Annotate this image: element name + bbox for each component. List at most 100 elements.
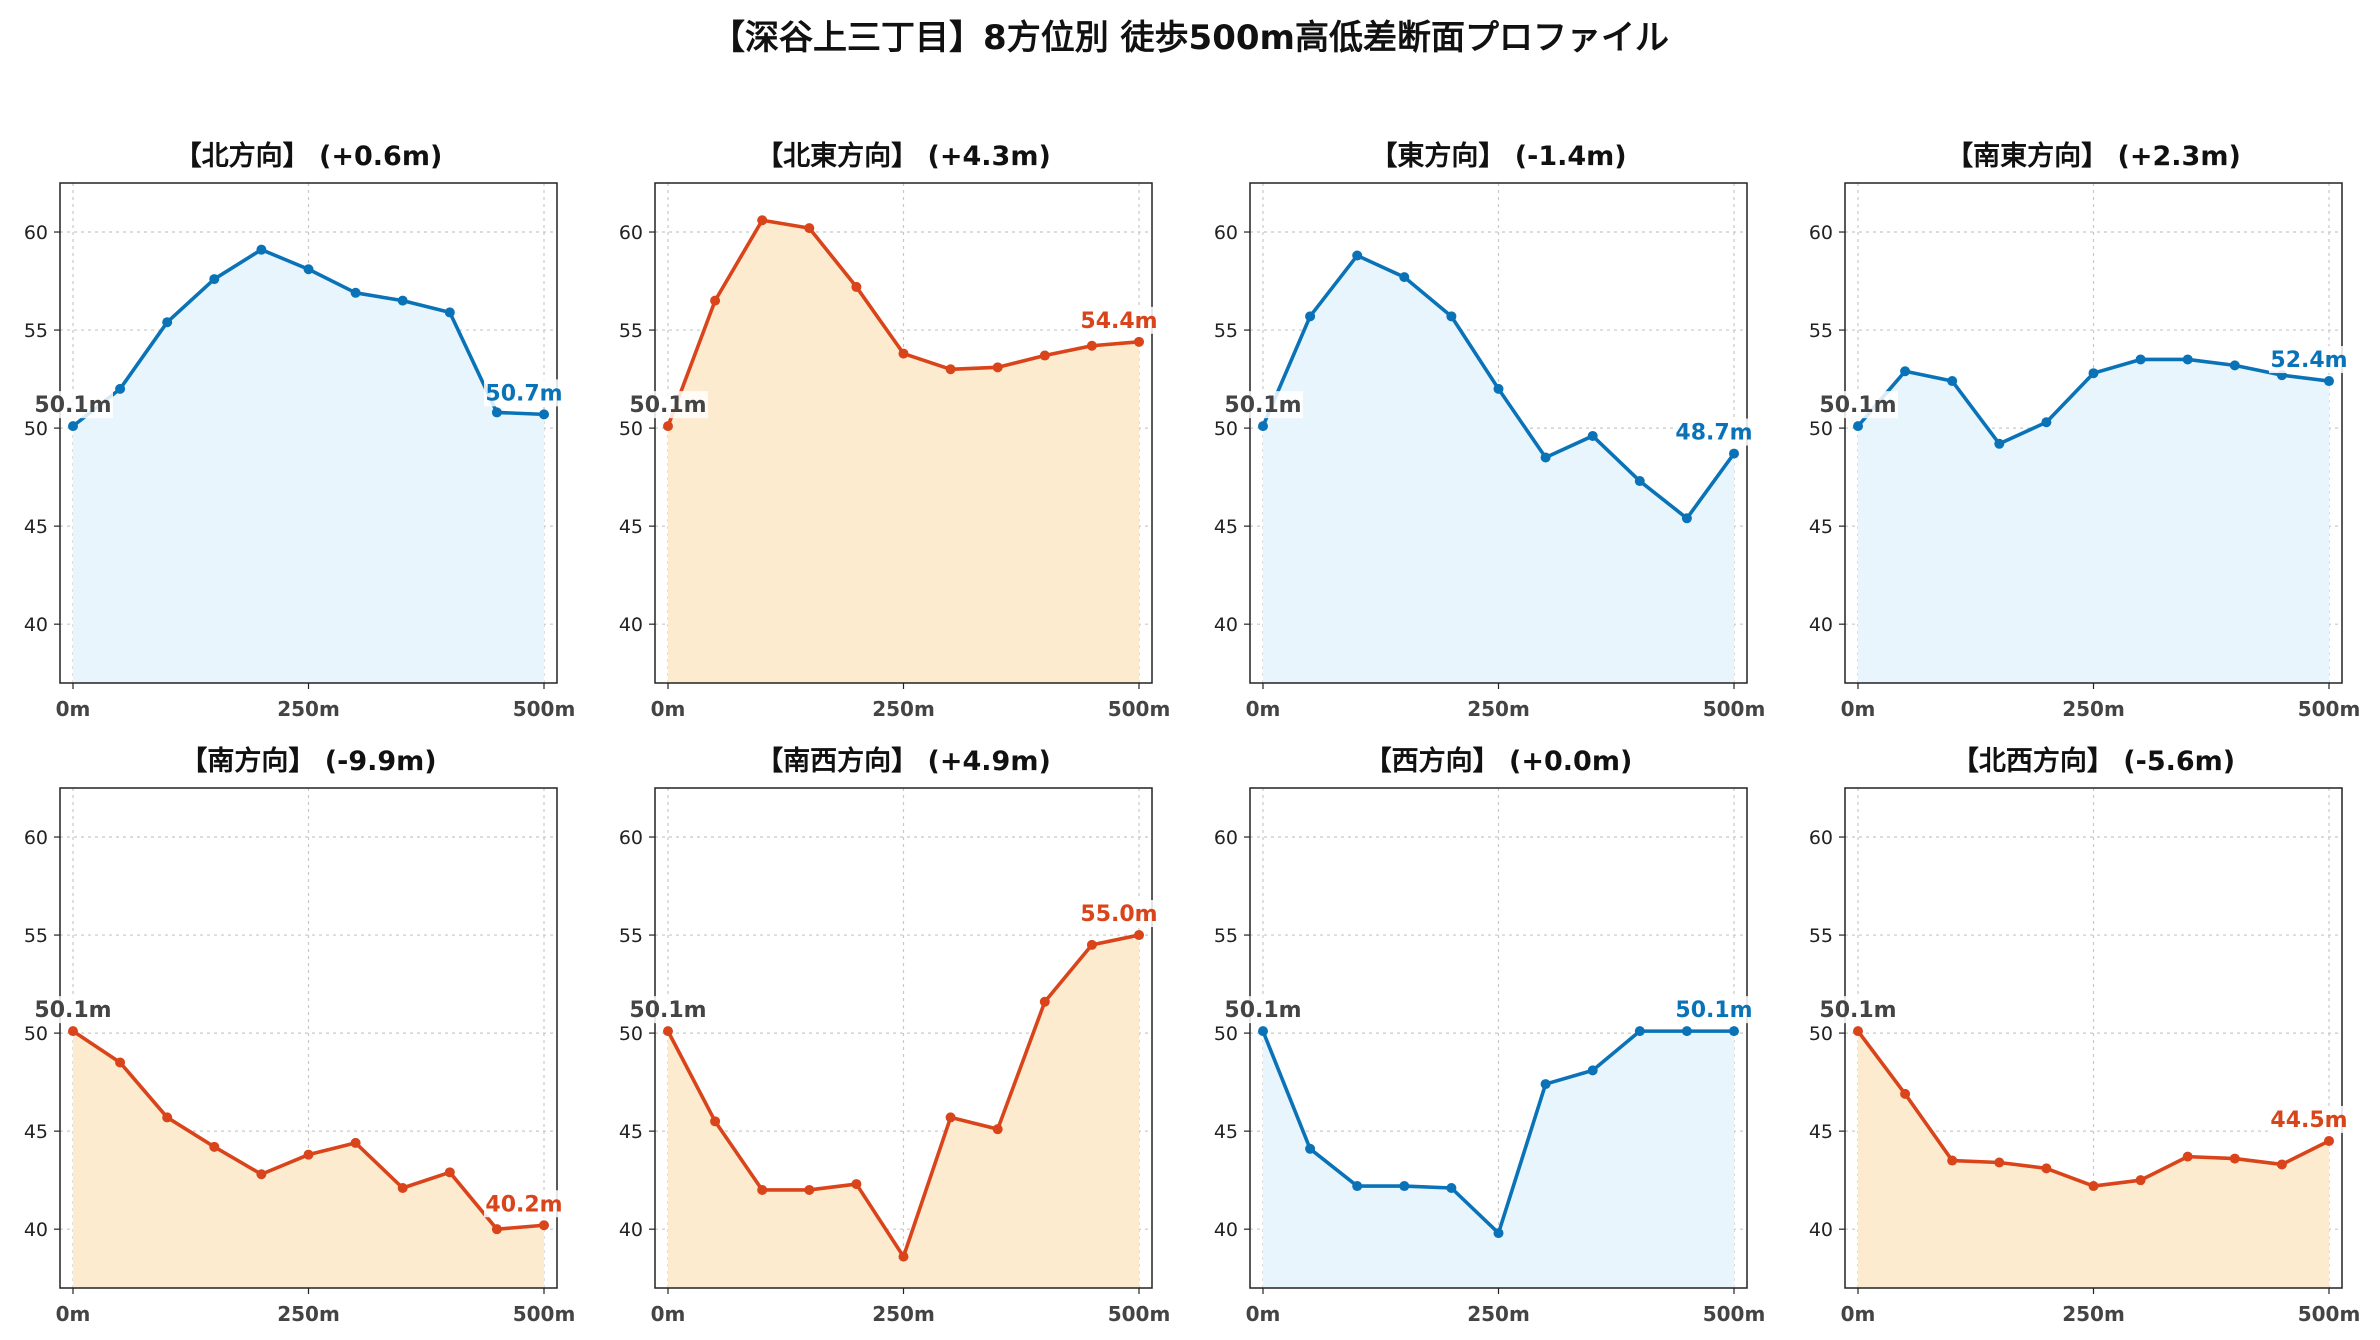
data-point <box>256 1169 267 1180</box>
x-tick-label: 0m <box>1246 697 1281 721</box>
y-tick-label: 40 <box>619 1219 643 1241</box>
y-tick-label: 60 <box>1809 827 1833 849</box>
axes-frame <box>654 182 1153 684</box>
elevation-area <box>1263 255 1734 684</box>
end-label-box <box>484 379 564 407</box>
data-point <box>663 1026 673 1037</box>
data-point <box>1681 513 1692 524</box>
end-label: 50.1m <box>1675 998 1752 1023</box>
data-point <box>115 383 126 394</box>
data-point <box>209 274 220 285</box>
data-point <box>2135 354 2146 365</box>
x-tick-label: 500m <box>1703 697 1766 721</box>
data-point <box>2041 417 2052 428</box>
data-point <box>1729 448 1739 459</box>
end-label: 54.4m <box>1080 309 1157 334</box>
start-label: 50.1m <box>1819 998 1896 1023</box>
data-point <box>757 1184 768 1195</box>
end-label: 44.5m <box>2270 1108 2347 1133</box>
end-label: 40.2m <box>485 1192 562 1217</box>
data-point <box>539 1220 549 1231</box>
start-label-box <box>628 391 708 419</box>
y-tick-label: 40 <box>1809 1219 1833 1241</box>
axes-frame <box>1249 787 1748 1289</box>
data-point <box>2135 1175 2146 1186</box>
x-tick-label: 500m <box>1703 1302 1766 1326</box>
data-point <box>851 1179 862 1190</box>
panel-6: 【南西方向】 (+4.9m) 40 45 50 55 60 0m 250m 500m 50.1m 5… <box>619 745 1170 1326</box>
data-point <box>992 362 1003 373</box>
end-label-box <box>1674 418 1754 446</box>
data-point <box>1729 1026 1739 1037</box>
data-point <box>2229 1153 2240 1164</box>
end-label-box <box>2269 346 2349 374</box>
start-label: 50.1m <box>1224 393 1301 418</box>
data-point <box>804 1184 815 1195</box>
y-tick-label: 55 <box>1809 320 1833 342</box>
data-point <box>1352 1181 1363 1192</box>
data-point <box>945 364 956 375</box>
data-point <box>2088 1181 2099 1192</box>
data-point <box>491 1224 502 1235</box>
data-point <box>397 295 408 306</box>
data-point <box>539 409 549 420</box>
x-tick-label: 250m <box>277 697 340 721</box>
data-point <box>1258 1026 1268 1037</box>
end-label: 55.0m <box>1080 902 1157 927</box>
y-tick-label: 50 <box>24 1023 48 1045</box>
y-tick-label: 60 <box>24 827 48 849</box>
data-point <box>1493 383 1504 394</box>
elevation-area <box>668 935 1139 1288</box>
data-point <box>945 1112 956 1123</box>
y-tick-label: 60 <box>1214 222 1238 244</box>
x-tick-label: 500m <box>513 697 576 721</box>
data-point <box>1947 1155 1958 1166</box>
x-tick-label: 0m <box>56 1302 91 1326</box>
data-point <box>1994 438 2005 449</box>
elevation-area <box>1858 1031 2329 1288</box>
data-point <box>2088 368 2099 379</box>
data-point <box>1086 939 1097 950</box>
data-point <box>1540 452 1551 463</box>
data-point <box>710 1116 721 1127</box>
panel-1: 【北方向】 (+0.6m) 40 45 50 55 60 0m 250m 500m 50.1m 50… <box>24 140 575 721</box>
end-label: 52.4m <box>2270 348 2347 373</box>
data-point <box>1947 376 1958 387</box>
data-point <box>1399 1181 1410 1192</box>
x-tick-label: 0m <box>1841 1302 1876 1326</box>
start-label-box <box>1223 391 1303 419</box>
panel-title: 【南方向】 (-9.9m) <box>180 745 436 777</box>
y-tick-label: 50 <box>1809 1023 1833 1045</box>
data-point <box>804 223 815 234</box>
y-tick-label: 55 <box>1214 320 1238 342</box>
data-point <box>350 1137 361 1148</box>
data-point <box>491 407 502 418</box>
panel-title: 【西方向】 (+0.0m) <box>1365 745 1633 777</box>
data-point <box>992 1124 1003 1135</box>
y-tick-label: 40 <box>24 614 48 636</box>
y-tick-label: 45 <box>1214 1121 1238 1143</box>
y-tick-label: 60 <box>1809 222 1833 244</box>
panel-title: 【南東方向】 (+2.3m) <box>1946 140 2241 172</box>
data-point <box>1446 311 1457 322</box>
panel-title: 【北東方向】 (+4.3m) <box>756 140 1051 172</box>
y-tick-label: 45 <box>1809 516 1833 538</box>
panel-5: 【南方向】 (-9.9m) 40 45 50 55 60 0m 250m 500m 50.1m 40… <box>24 745 575 1326</box>
y-tick-label: 45 <box>24 516 48 538</box>
x-tick-label: 0m <box>1246 1302 1281 1326</box>
y-tick-label: 50 <box>24 418 48 440</box>
data-point <box>2276 1159 2287 1170</box>
x-tick-label: 500m <box>2298 1302 2361 1326</box>
data-point <box>2041 1163 2052 1174</box>
panel-title: 【南西方向】 (+4.9m) <box>756 745 1051 777</box>
x-tick-label: 500m <box>2298 697 2361 721</box>
axes-frame <box>654 787 1153 1289</box>
x-tick-label: 0m <box>651 697 686 721</box>
x-tick-label: 0m <box>651 1302 686 1326</box>
y-tick-label: 55 <box>24 320 48 342</box>
y-tick-label: 55 <box>24 925 48 947</box>
axes-frame <box>59 787 558 1289</box>
start-label-box <box>628 996 708 1024</box>
x-tick-label: 250m <box>277 1302 340 1326</box>
data-point <box>898 1251 909 1262</box>
